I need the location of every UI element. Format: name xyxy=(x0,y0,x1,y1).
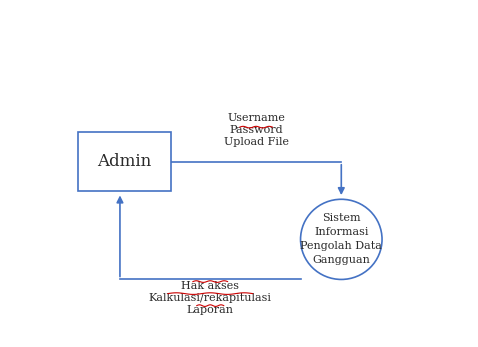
Text: Kalkulasi/rekapitulasi: Kalkulasi/rekapitulasi xyxy=(149,293,272,303)
Text: Sistem
Informasi
Pengolah Data
Gangguan: Sistem Informasi Pengolah Data Gangguan xyxy=(300,213,382,265)
Text: Hak akses: Hak akses xyxy=(181,281,239,291)
Ellipse shape xyxy=(301,199,382,279)
Text: Admin: Admin xyxy=(98,153,152,170)
Text: Laporan: Laporan xyxy=(187,305,234,315)
Text: Password: Password xyxy=(229,125,283,135)
Text: Upload File: Upload File xyxy=(224,137,289,147)
Bar xyxy=(78,133,171,191)
Text: Username: Username xyxy=(227,113,285,123)
